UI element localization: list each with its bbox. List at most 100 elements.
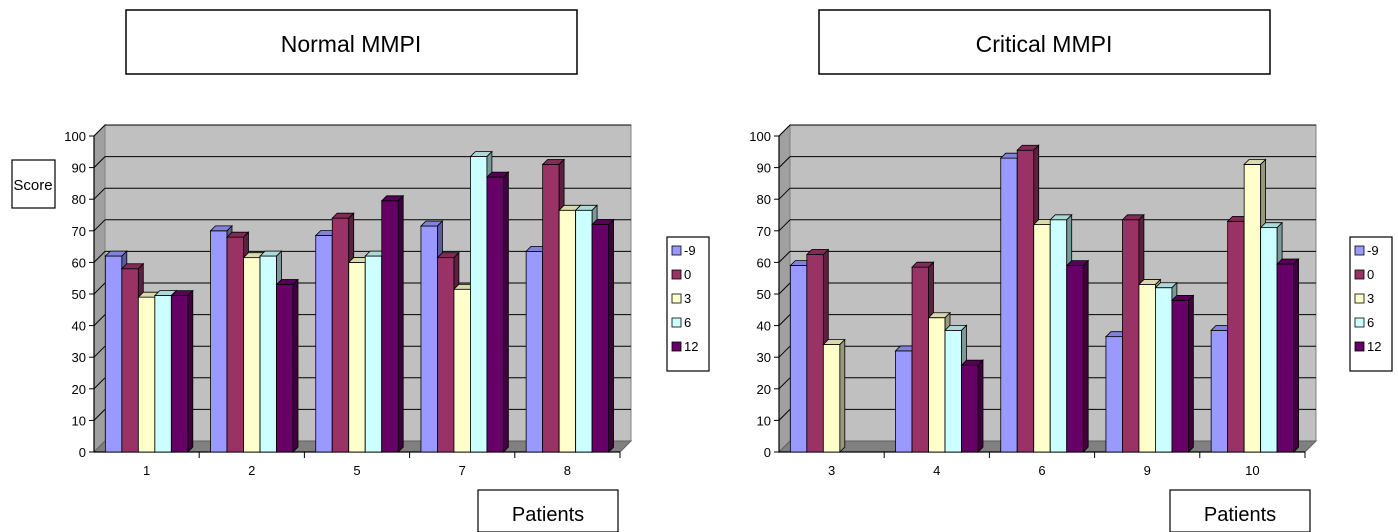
bar-front [315,235,333,453]
bar-front [525,250,544,453]
bar-side [397,194,404,453]
legend-label: 6 [1367,315,1374,330]
gridline-side [93,314,106,326]
y-tick-label: 60 [72,255,86,270]
bar-front [1033,224,1051,453]
y-tick-label: 0 [79,445,86,460]
y-axis-label: Score [13,177,52,194]
gridline-side [93,251,106,263]
legend-swatch [1354,293,1365,304]
legend-label: -9 [1367,243,1379,258]
x-tick-label: 1 [143,463,150,478]
bar-front [348,261,366,453]
bar-front [1227,220,1245,453]
y-tick-label: 30 [72,350,86,365]
bar-front [591,224,610,453]
bar-side [187,289,194,453]
bar-front [961,364,979,453]
legend-swatch [1354,269,1365,280]
legend-swatch [671,341,682,352]
bar-front [1243,164,1262,453]
gridline-side [778,345,791,358]
y-tick-label: 20 [757,382,771,397]
bar-front [331,217,350,453]
y-tick-label: 20 [72,382,86,397]
legend: -9 0 3 6 12 [1349,236,1393,372]
x-tick-label: 6 [1038,463,1045,478]
legend-label: 3 [1367,291,1374,306]
bar-front [210,230,228,453]
legend-label: 0 [1367,267,1374,282]
bar-front [911,266,929,453]
y-tick-label: 100 [749,129,771,144]
y-tick-label: 10 [757,413,771,428]
y-tick-label: 40 [72,319,86,334]
bar-front [276,284,294,453]
x-tick-label: 4 [933,463,940,478]
legend-label: 3 [684,291,691,306]
bar-front [137,296,156,453]
bar-front [259,255,277,453]
bar-front [895,350,913,453]
chart-title: Normal MMPI [281,31,422,57]
bar [822,338,846,453]
y-tick-label: 50 [757,287,771,302]
bar [170,289,194,453]
gridline-side [93,282,106,295]
bar-side [292,278,299,453]
legend-label: 12 [684,339,698,354]
y-tick-label: 30 [757,350,771,365]
x-tick-label: 3 [828,463,835,478]
y-tick-label: 10 [72,413,86,428]
y-tick-label: 80 [757,192,771,207]
bar-front [1066,265,1084,453]
bar-front [486,176,504,453]
y-tick-label: 80 [72,192,86,207]
bar [380,194,405,453]
bar-side [839,338,846,453]
bar-front [154,295,172,453]
gridline-side [93,377,106,390]
title-box [125,9,578,75]
gridline-side [778,219,791,232]
bar-side [503,171,509,453]
legend-swatch [671,269,682,280]
bar-front [1016,149,1035,453]
bar [485,171,510,453]
bar-front [558,209,577,453]
plot-area: 0 10 20 30 40 50 60 70 80 90 100 1 2 5 7 8 [64,123,633,478]
y-tick-label: 70 [757,224,771,239]
plot-area: 0 10 20 30 40 50 60 70 80 90 100 3 4 6 9 10 [749,123,1318,478]
y-tick-label: 40 [757,319,771,334]
legend-swatch [671,293,682,304]
bar-side [608,218,614,453]
bar-side [1188,294,1194,453]
gridline-side [778,251,791,263]
y-tick-label: 60 [757,255,771,270]
bar-front [1000,157,1018,453]
gridline-side [778,187,791,200]
bar-front [170,295,189,453]
legend-swatch [671,245,682,256]
chart-title: Critical MMPI [976,31,1113,57]
x-tick-label: 9 [1144,463,1151,478]
y-tick-label: 50 [72,287,86,302]
x-tick-label: 2 [248,463,255,478]
bar [960,359,984,453]
bar-front [104,255,123,453]
gridline-side [778,409,791,421]
bar-front [243,257,261,453]
x-axis-label: Patients [1204,504,1276,526]
bar-front [381,200,399,453]
legend: -9 0 3 6 12 [666,236,710,372]
gridline-side [778,314,791,326]
bar-front [1276,263,1295,453]
gridline-side [778,377,791,390]
x-axis-label-box [477,489,619,532]
y-axis-label-box [11,159,56,209]
bar-front [1138,284,1156,453]
chart-critical-mmpi: Critical MMPI Patients 0 10 20 30 40 50 60 70 80… [749,9,1393,532]
bar-front [1210,329,1229,453]
bar-front [928,317,946,453]
